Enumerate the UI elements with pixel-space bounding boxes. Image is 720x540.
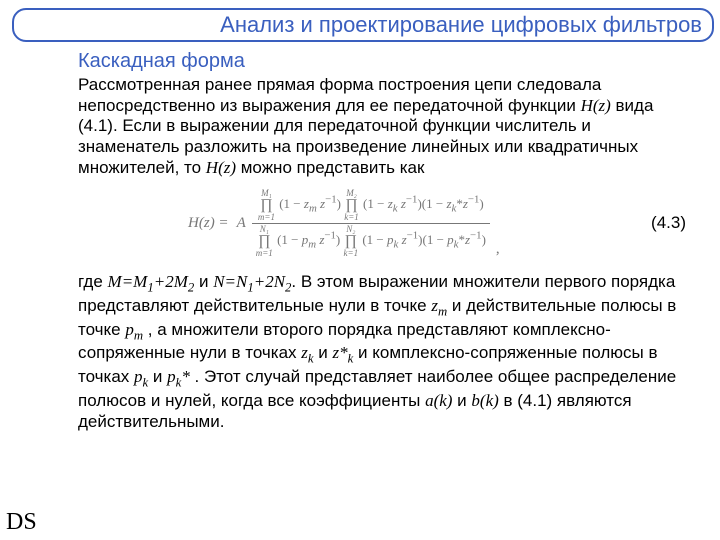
p2-pm-t: p	[125, 320, 134, 339]
prod-symbol: ∏	[258, 198, 275, 213]
den-term-1: (1 − pm z−1)	[277, 232, 340, 247]
p1-part3: можно представить как	[236, 158, 424, 177]
p2-Nplus: +2N	[254, 272, 285, 291]
footer-logo: DS	[6, 509, 37, 536]
prod-den2-bot: k=1	[344, 249, 359, 258]
prod-den1-bot: m=1	[256, 249, 273, 258]
p2-and: и	[194, 272, 213, 291]
p2-zk: zk	[301, 343, 313, 362]
equation-number: (4.3)	[651, 213, 696, 233]
formula-numerator: M₁ ∏ m=1 (1 − zm z−1) M₂ ∏ k=1 (1 − zk z…	[252, 189, 490, 223]
title-band: Анализ и проектирование цифровых фильтро…	[12, 8, 714, 42]
p2-i: и	[452, 391, 471, 410]
prod-symbol: ∏	[344, 198, 359, 213]
p2-N-txt: N=N	[213, 272, 247, 291]
num-term-1: (1 − zm z−1)	[279, 196, 341, 211]
p1-hz2: H(z)	[206, 158, 236, 177]
formula-denominator: N₁ ∏ m=1 (1 − pm z−1) N₂ ∏ k=1 (1 − pk z…	[252, 223, 490, 258]
p2-pks-t: p	[167, 367, 176, 386]
p2-g: и	[148, 367, 167, 386]
p2-zk-t: z	[301, 343, 308, 362]
paragraph-2: где M=M1+2M2 и N=N1+2N2. В этом выражени…	[78, 272, 696, 433]
p2-a: где	[78, 272, 108, 291]
p2-pks: pk*	[167, 367, 190, 386]
prod-symbol: ∏	[256, 234, 273, 249]
prod-num2-bot: k=1	[344, 213, 359, 222]
p2-Mplus: +2M	[154, 272, 188, 291]
p2-ak: a(k)	[425, 391, 452, 410]
slide: Анализ и проектирование цифровых фильтро…	[0, 0, 720, 540]
p2-pm-s: m	[134, 328, 143, 342]
p2-N: N=N1+2N2	[213, 272, 291, 291]
formula-row: H(z) = A M₁ ∏ m=1 (1 − zm z−1) M₂ ∏ k	[78, 189, 696, 258]
formula-fraction: M₁ ∏ m=1 (1 − zm z−1) M₂ ∏ k=1 (1 − zk z…	[252, 189, 490, 258]
p2-pm: pm	[125, 320, 143, 339]
content-area: Каскадная форма Рассмотренная ранее прям…	[78, 50, 696, 433]
p1-part1: Рассмотренная ранее прямая форма построе…	[78, 75, 601, 115]
section-title: Каскадная форма	[78, 50, 696, 73]
prod-den-1: N₁ ∏ m=1	[256, 225, 274, 258]
prod-num-2: M₂ ∏ k=1	[344, 189, 360, 222]
formula-comma: ,	[494, 241, 500, 257]
p2-zm-s: m	[438, 304, 447, 318]
p2-zm-t: z	[431, 296, 438, 315]
slide-title: Анализ и проектирование цифровых фильтро…	[220, 12, 702, 38]
formula-lhs-H: H(z) =	[188, 215, 229, 231]
p2-zks-t: z*	[333, 343, 348, 362]
prod-den-2: N₂ ∏ k=1	[344, 225, 360, 258]
num-term-2: (1 − zk z−1)(1 − zk*z−1)	[363, 196, 484, 211]
p1-hz1: H(z)	[581, 96, 611, 115]
p2-pks-sup: *	[181, 367, 190, 386]
prod-symbol: ∏	[344, 234, 359, 249]
p2-M: M=M1+2M2	[108, 272, 195, 291]
p2-e: и	[314, 343, 333, 362]
paragraph-1: Рассмотренная ранее прямая форма построе…	[78, 75, 696, 179]
prod-num1-bot: m=1	[258, 213, 275, 222]
p2-zks: z*k	[333, 343, 354, 362]
p2-pk-t: p	[134, 367, 143, 386]
p2-M-txt: M=M	[108, 272, 148, 291]
p2-pk: pk	[134, 367, 148, 386]
p2-zm: zm	[431, 296, 447, 315]
den-term-2: (1 − pk z−1)(1 − pk*z−1)	[362, 232, 486, 247]
formula-A: A	[233, 215, 248, 231]
prod-num-1: M₁ ∏ m=1	[258, 189, 276, 222]
formula: H(z) = A M₁ ∏ m=1 (1 − zm z−1) M₂ ∏ k	[188, 189, 500, 258]
p2-bk: b(k)	[471, 391, 498, 410]
